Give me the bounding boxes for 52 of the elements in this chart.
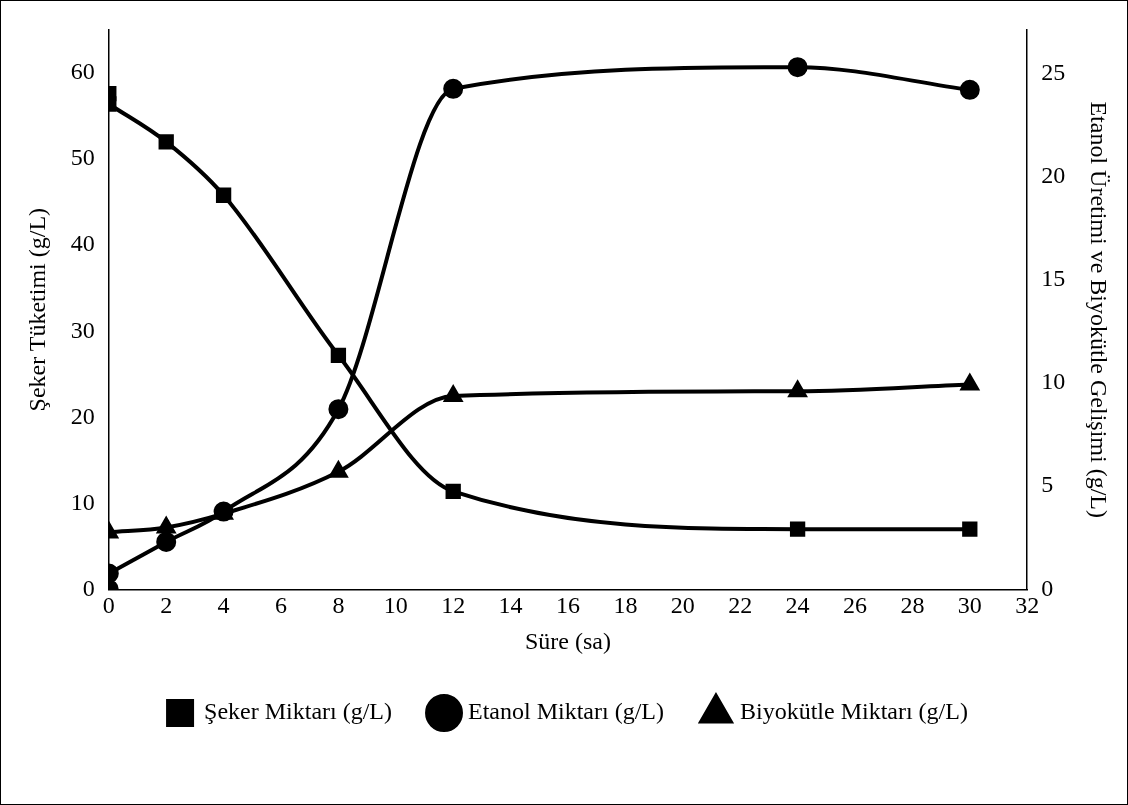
x-tick-label: 6 xyxy=(275,592,287,619)
x-tick-label: 10 xyxy=(383,592,408,619)
x-tick-label: 30 xyxy=(957,592,982,619)
x-tick-label: 28 xyxy=(900,592,925,619)
point xyxy=(962,521,978,537)
point xyxy=(960,374,979,391)
y2-axis-title: Etanol Üretimi ve Biyokütle Gelişimi (g/L) xyxy=(1086,101,1113,518)
point xyxy=(959,79,980,100)
y-axis-title: Şeker Tüketimi (g/L) xyxy=(23,207,50,412)
point xyxy=(444,385,463,402)
point xyxy=(328,399,349,420)
y2-tick-label: 0 xyxy=(1041,574,1054,601)
x-tick-label: 18 xyxy=(613,592,638,619)
point xyxy=(789,521,806,537)
x-axis-title: Süre (sa) xyxy=(525,627,611,654)
legend-label: Etanol Miktarı (g/L) xyxy=(468,698,664,725)
y-tick-label: 20 xyxy=(70,402,95,429)
point xyxy=(443,78,464,99)
legend-label: Biyokütle Miktarı (g/L) xyxy=(739,698,968,725)
y2-tick-label: 20 xyxy=(1041,161,1066,188)
y-tick-label: 50 xyxy=(70,144,95,171)
x-tick-label: 22 xyxy=(728,592,753,619)
y2-tick-label: 15 xyxy=(1041,265,1066,292)
x-tick-label: 4 xyxy=(217,592,230,619)
x-tick-label: 16 xyxy=(556,592,580,619)
x-tick-label: 0 xyxy=(102,592,115,619)
x-tick-label: 2 xyxy=(160,592,173,619)
point xyxy=(215,187,232,203)
y2-tick-label: 10 xyxy=(1041,368,1066,395)
y2-tick-label: 25 xyxy=(1041,58,1066,85)
point xyxy=(330,347,347,363)
point xyxy=(329,459,349,478)
y-tick-label: 60 xyxy=(70,58,95,85)
y-tick-label: 0 xyxy=(82,574,95,601)
y-tick-label: 10 xyxy=(70,488,95,515)
x-tick-label: 20 xyxy=(670,592,695,619)
x-tick-label: 8 xyxy=(332,592,345,619)
y-tick-label: 40 xyxy=(70,230,95,257)
point xyxy=(788,381,807,398)
y2-tick-label: 5 xyxy=(1041,471,1054,498)
x-tick-label: 26 xyxy=(843,592,867,619)
point xyxy=(158,134,174,150)
point xyxy=(787,57,808,78)
point xyxy=(157,517,176,534)
y-tick-label: 30 xyxy=(70,316,95,343)
x-tick-label: 14 xyxy=(498,592,523,619)
point xyxy=(445,483,461,499)
x-tick-label: 12 xyxy=(441,592,466,619)
legend-label: Şeker Miktarı (g/L) xyxy=(204,698,393,725)
x-tick-label: 24 xyxy=(785,592,810,619)
point xyxy=(156,531,177,552)
x-tick-label: 32 xyxy=(1015,592,1040,619)
